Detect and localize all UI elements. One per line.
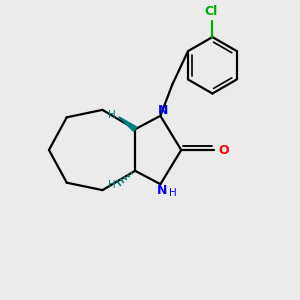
Text: H: H: [108, 180, 116, 190]
Text: N: N: [157, 184, 167, 196]
Text: H: H: [108, 110, 116, 120]
Polygon shape: [119, 117, 137, 131]
Text: Cl: Cl: [204, 5, 218, 18]
Text: H: H: [169, 188, 177, 197]
Text: N: N: [158, 104, 168, 117]
Text: O: O: [218, 143, 229, 157]
